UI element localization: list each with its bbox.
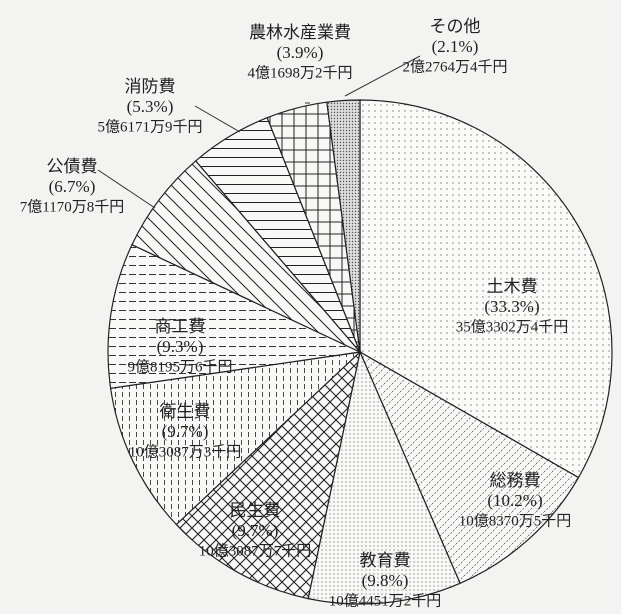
slice-value-label: (9.7%) [232,521,279,540]
slice-value-label: (3.9%) [277,43,324,62]
leader-line [194,105,241,133]
pie-slice [109,351,362,526]
pie-slice [359,99,613,479]
slice-value-label: (2.1%) [432,37,479,56]
slice-label: 土木費 [487,277,538,296]
pie-slice [326,99,361,353]
pie-slice [107,243,363,389]
slice-amount: 10億4451万2千円 [329,592,442,609]
slice-value-label: (9.3%) [157,337,204,356]
slice-value-label: (33.3%) [484,297,539,316]
slice-value-label: (9.8%) [362,571,409,590]
pie-slice [131,160,361,353]
slice-value-label: (5.3%) [127,97,174,116]
pie-slice [358,350,580,585]
slice-label: 農林水産業費 [249,23,351,42]
slice-label: 衛生費 [160,402,211,421]
slice-value-label: (10.2%) [487,491,542,510]
slice-amount: 10億3087万3千円 [129,443,242,460]
slice-label: 公債費 [47,157,98,176]
slice-amount: 2億2764万4千円 [402,58,507,75]
slice-label: 消防費 [125,77,176,96]
slice-label: その他 [430,17,481,36]
slice-amount: 7億1170万8千円 [20,198,124,215]
slice-amount: 4億1698万2千円 [247,64,352,81]
slice-label: 民生費 [230,501,281,520]
slice-amount: 10億8370万5千円 [459,512,572,529]
leader-line [97,169,156,209]
slice-amount: 10億3087万7千円 [199,542,312,559]
slice-amount: 35億3302万4千円 [456,318,569,335]
slice-value-label: (6.7%) [49,177,96,196]
slice-label: 教育費 [360,551,411,570]
slice-label: 総務費 [490,471,541,490]
slice-amount: 5億6171万9千円 [97,118,202,135]
slice-value-label: (9.7%) [162,422,209,441]
slice-label: 商工費 [155,317,206,336]
slice-amount: 9億8195万6千円 [127,358,232,375]
pie-slice [307,350,461,605]
leader-line [344,55,421,97]
pie-slice [175,350,361,600]
